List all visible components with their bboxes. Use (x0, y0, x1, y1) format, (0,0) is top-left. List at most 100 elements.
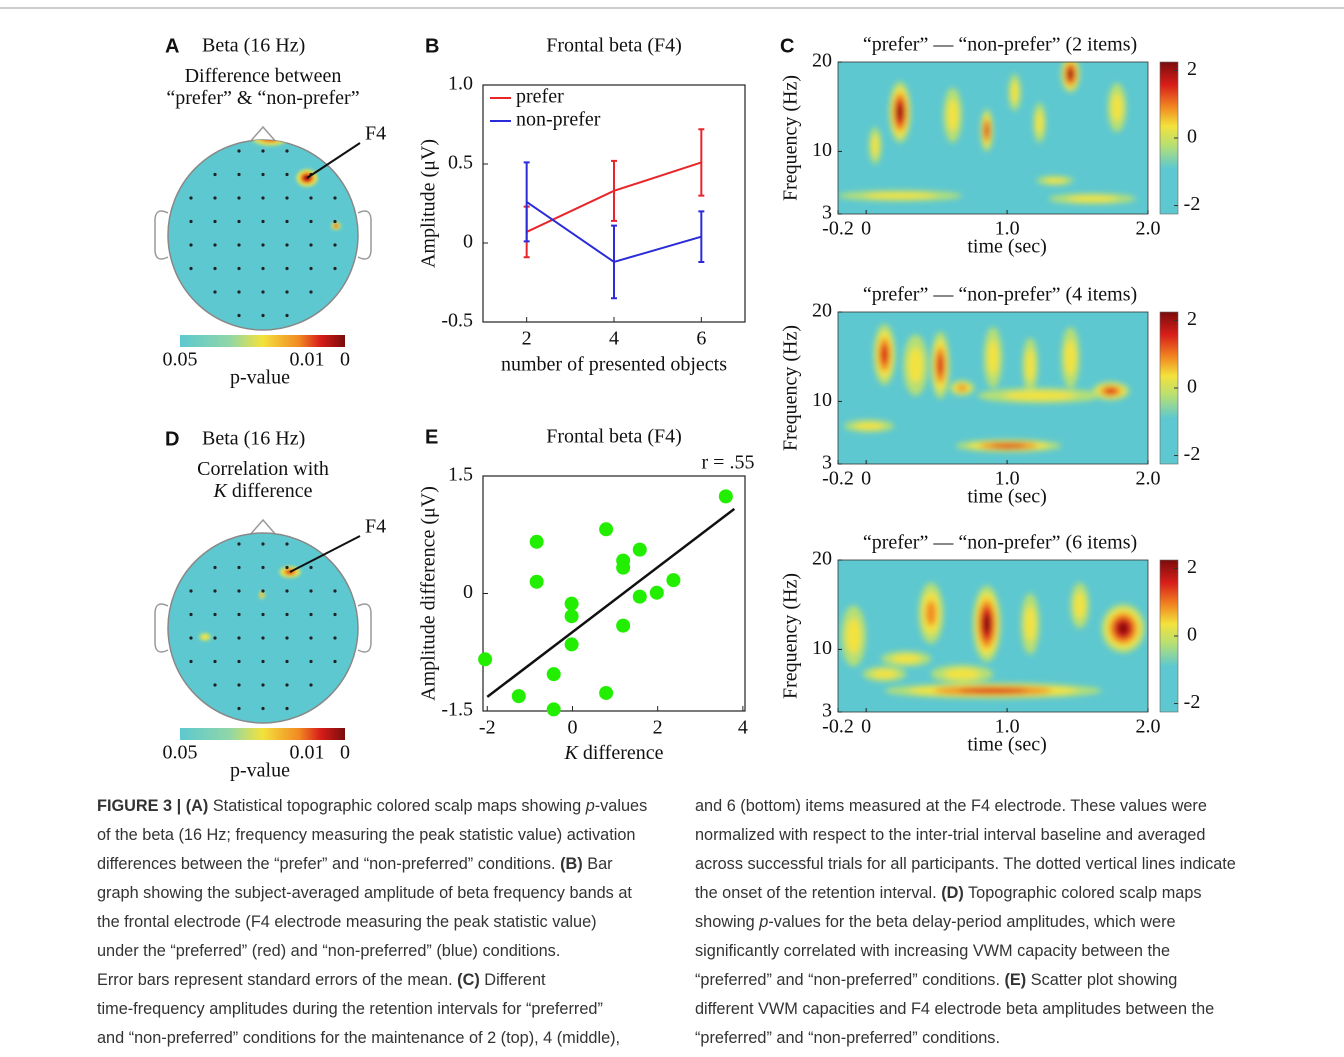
caption-line: showing p-values for the beta delay-peri… (695, 913, 1176, 931)
heat-blob (1111, 93, 1123, 122)
caption-line: and “non-preferred” conditions for the m… (97, 1029, 620, 1047)
caption-line-part: differences between the “prefer” and “no… (97, 855, 560, 873)
caption-line: under the “preferred” (red) and “non-pre… (97, 942, 560, 960)
ear (357, 603, 372, 653)
x-tick-label: 2.0 (1136, 218, 1161, 240)
heat-blob (937, 354, 944, 376)
point (564, 596, 579, 611)
electrode (213, 659, 217, 664)
point (529, 574, 544, 589)
electrode (285, 683, 289, 687)
caption-line-part: -values (595, 797, 648, 815)
x-tick-label: 0 (861, 218, 871, 240)
electrode (261, 313, 265, 318)
heatmap-clip-group (841, 582, 1145, 699)
x-axis-label-part: K (563, 742, 579, 764)
caption-line-part: Statistical topographic colored scalp ma… (208, 797, 585, 815)
electrode (285, 313, 289, 318)
panel-label: A (165, 35, 179, 57)
heat-blob (1044, 177, 1066, 184)
x-tick-label: 1.0 (995, 716, 1020, 738)
electrode (285, 589, 289, 593)
y-axis-label: Frequency (Hz) (780, 573, 802, 699)
x-tick-label: 2 (522, 328, 532, 350)
y-tick-label: -0.5 (441, 310, 473, 332)
electrode (261, 706, 265, 711)
panel-subtitle: K difference (212, 480, 312, 502)
y-tick-label: 20 (812, 50, 832, 72)
heat-blob (947, 99, 959, 132)
heat-blob (871, 669, 898, 679)
electrode (309, 636, 313, 640)
y-tick-label: 1.5 (448, 464, 473, 486)
colorbar-tick-label: 2 (1187, 556, 1197, 578)
electrode (285, 172, 289, 177)
heatmap-body (841, 582, 1145, 699)
caption-line-part: Scatter plot showing (1026, 971, 1177, 989)
x-axis-label: time (sec) (967, 734, 1046, 756)
caption-line-part: p (758, 913, 768, 931)
electrode (213, 565, 217, 570)
electrode (309, 565, 313, 570)
nose (248, 518, 278, 537)
electrode (309, 243, 313, 247)
electrode (237, 196, 241, 200)
y-tick-label: 3 (822, 700, 832, 722)
y-tick-label: 10 (812, 389, 832, 411)
heat-blob (1011, 81, 1019, 104)
heat-blob (987, 339, 999, 376)
heat-blob (1068, 69, 1073, 79)
electrode (237, 565, 241, 570)
caption-line-part: normalized with respect to the inter-tri… (695, 826, 1205, 844)
electrode (189, 243, 193, 247)
electrode (213, 266, 217, 271)
point (599, 522, 614, 537)
x-tick-label: -2 (479, 717, 496, 739)
caption-line-part: Different (480, 971, 546, 989)
x-tick-label: 0 (861, 468, 871, 490)
caption-line-part: (D) (941, 884, 964, 902)
point (511, 689, 526, 704)
point (599, 685, 614, 700)
panel-subtitle: Difference between (185, 65, 342, 87)
electrode (237, 612, 241, 617)
electrode (333, 196, 337, 200)
electrode (261, 683, 265, 687)
caption-line: significantly correlated with increasing… (695, 942, 1170, 960)
heat-blob (260, 593, 264, 597)
heatmap-frame (837, 61, 1149, 215)
caption-line-part: (C) (457, 971, 480, 989)
electrode (213, 612, 217, 617)
x-axis-label: time (sec) (967, 236, 1046, 258)
chart-title: Frontal beta (F4) (546, 35, 682, 57)
heat-blob (863, 192, 937, 199)
caption-line-part: FIGURE 3 | (A) (97, 797, 208, 815)
panel-subtitle-part: Difference between (185, 65, 342, 87)
heatmap (838, 62, 1148, 214)
y-axis-label: Amplitude (μV) (418, 139, 440, 268)
electrode (309, 659, 313, 664)
point (546, 667, 561, 682)
plot-title: “prefer” — “non-prefer” (6 items) (863, 532, 1137, 554)
y-tick-label: 10 (812, 139, 832, 161)
colorbar-tick-label: 2 (1187, 58, 1197, 80)
electrode (189, 612, 193, 617)
panel-label: B (425, 35, 439, 57)
caption-line-part: (B) (560, 855, 583, 873)
electrode (261, 636, 265, 640)
electrode (285, 565, 289, 570)
heat-blob (943, 668, 981, 680)
caption-line: the frontal electrode (F4 electrode meas… (97, 913, 597, 931)
colorbar (180, 335, 345, 347)
electrode (213, 172, 217, 177)
x-tick-label: 1.0 (995, 468, 1020, 490)
caption-line-part: significantly correlated with increasing… (695, 942, 1170, 960)
heat-blob (983, 613, 991, 634)
electrode (237, 172, 241, 177)
electrode (333, 589, 337, 593)
electrode (285, 149, 289, 153)
plot-title: “prefer” — “non-prefer” (2 items) (863, 34, 1137, 56)
colorbar-tick-label: 0.01 (290, 349, 325, 371)
heat-blob (846, 618, 861, 654)
